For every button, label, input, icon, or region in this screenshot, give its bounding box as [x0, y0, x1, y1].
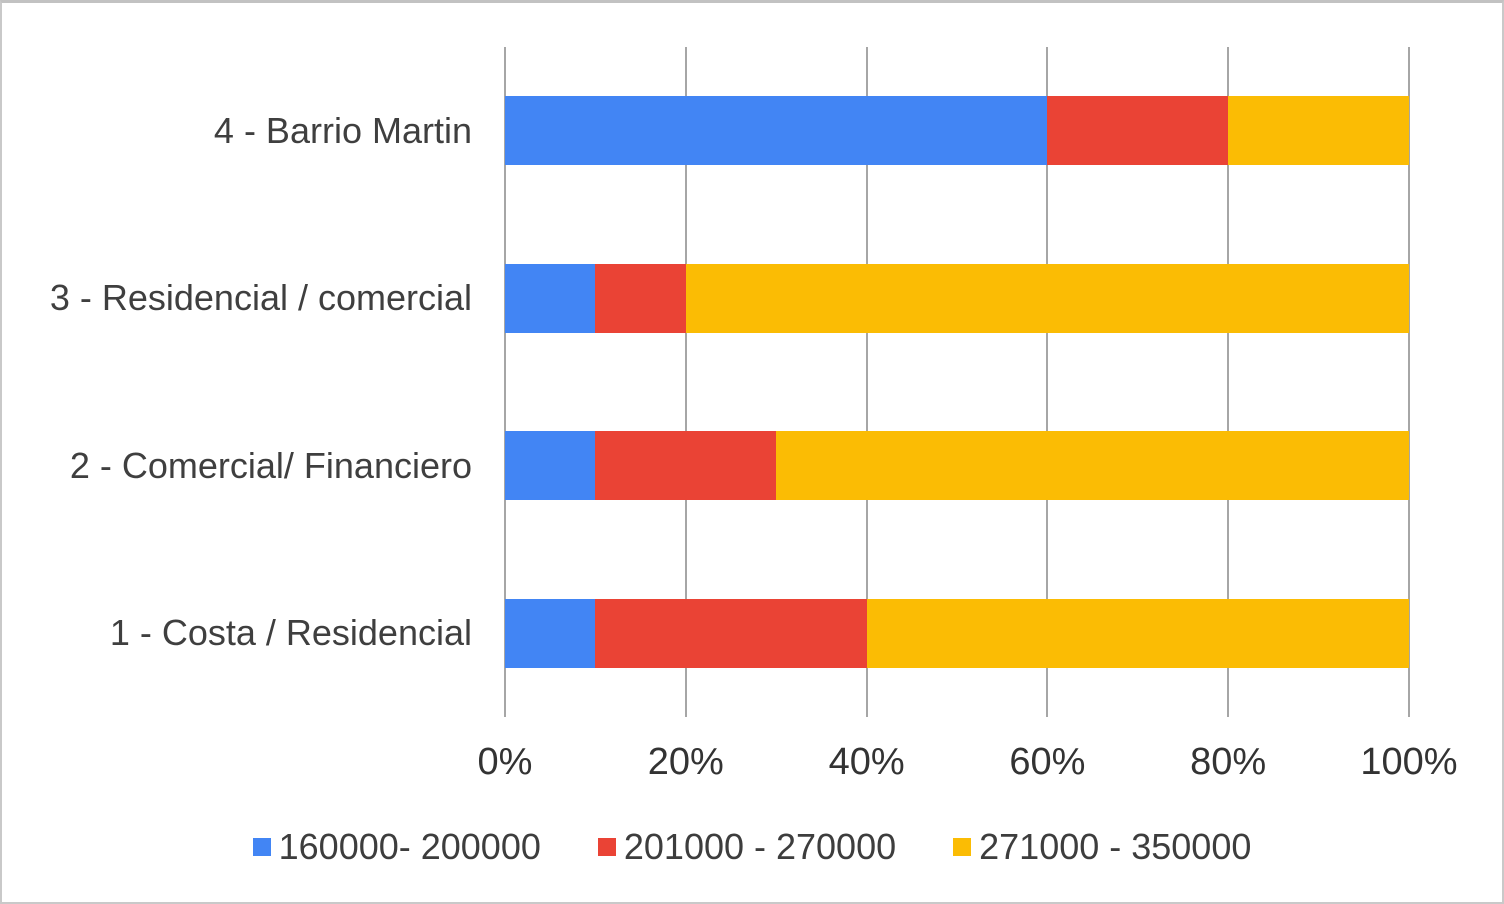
gridline: [1408, 47, 1410, 717]
bar-segment-series-2: [1228, 96, 1409, 166]
category-labels: 4 - Barrio Martin 3 - Residencial / comer…: [2, 47, 505, 717]
bar-segment-series-1: [595, 598, 867, 668]
category-label: 4 - Barrio Martin: [213, 109, 472, 151]
stacked-bar: [505, 431, 1409, 501]
x-axis-tick-label: 40%: [828, 741, 905, 783]
stacked-bar: [505, 96, 1409, 166]
legend-item: 160000- 200000: [252, 826, 541, 868]
bar-segment-series-2: [685, 263, 1409, 333]
bar-segment-series-0: [505, 263, 596, 333]
legend: 160000- 200000 201000 - 270000 271000 - 35…: [2, 823, 1502, 871]
gridline: [684, 47, 687, 717]
legend-swatch-icon: [252, 838, 271, 856]
stacked-bar: [505, 263, 1409, 333]
plot-area: [504, 47, 1410, 717]
gridline: [504, 47, 506, 717]
bar-segment-series-1: [595, 263, 686, 333]
bar-segment-series-0: [505, 96, 1048, 166]
bar-band: [505, 382, 1409, 550]
bar-band: [505, 550, 1409, 718]
x-axis-tick-label: 80%: [1190, 741, 1267, 783]
gridline: [1227, 47, 1230, 717]
bar-band: [505, 215, 1409, 383]
stacked-bar: [505, 598, 1409, 668]
x-axis-tick-label: 20%: [647, 741, 724, 783]
gridline: [1046, 47, 1049, 717]
legend-item: 271000 - 350000: [953, 826, 1251, 868]
x-axis-tick-label: 0%: [477, 741, 533, 783]
bar-segment-series-1: [595, 431, 777, 501]
legend-item: 201000 - 270000: [597, 826, 897, 868]
legend-swatch-icon: [597, 838, 616, 856]
bar-segment-series-2: [776, 431, 1409, 501]
category-label: 1 - Costa / Residencial: [109, 612, 472, 654]
bar-segment-series-1: [1047, 96, 1229, 166]
bar-segment-series-2: [866, 598, 1409, 668]
gridline: [865, 47, 868, 717]
bar-band: [505, 47, 1409, 215]
bar-segment-series-0: [505, 598, 596, 668]
legend-label: 201000 - 270000: [623, 826, 897, 867]
x-axis-labels: 0% 20% 40% 60% 80% 100%: [478, 741, 1458, 789]
legend-label: 160000- 200000: [278, 826, 541, 867]
x-axis-tick-label: 60%: [1009, 741, 1086, 783]
category-label: 3 - Residencial / comercial: [49, 277, 472, 319]
x-axis-tick-label: 100%: [1360, 741, 1458, 783]
legend-swatch-icon: [953, 838, 972, 856]
category-label: 2 - Comercial/ Financiero: [69, 444, 472, 486]
bars-container: [505, 47, 1409, 717]
bar-segment-series-0: [505, 431, 596, 501]
legend-label: 271000 - 350000: [979, 826, 1252, 867]
